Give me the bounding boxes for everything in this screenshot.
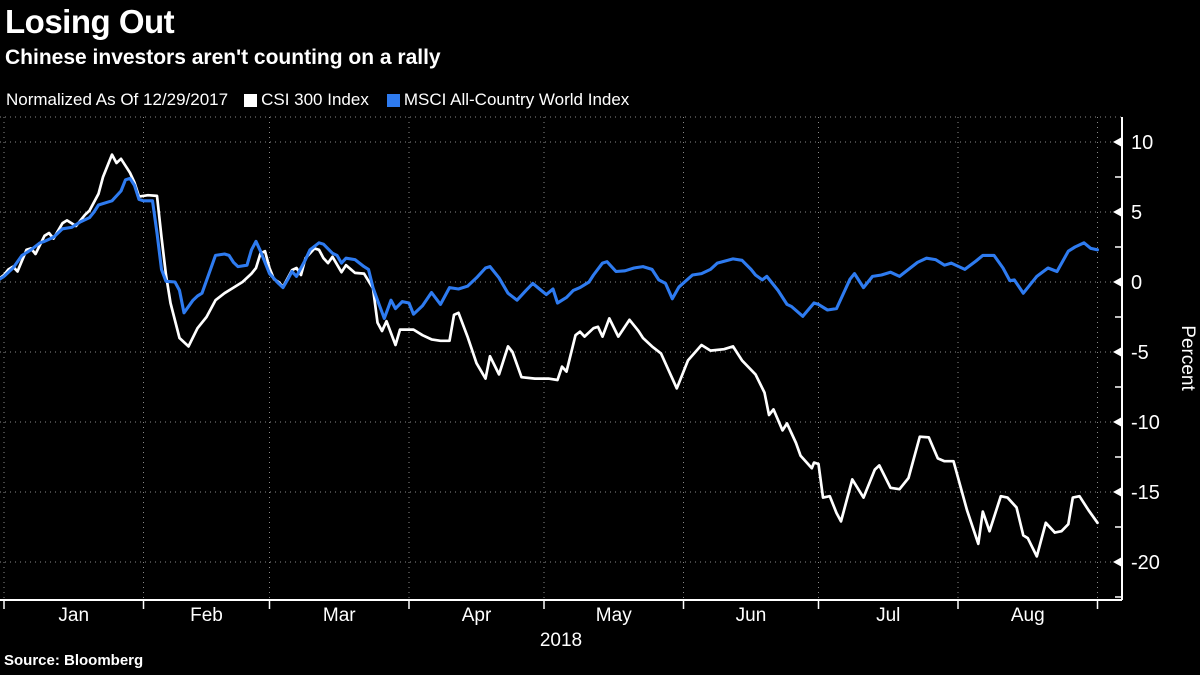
y-tick-label: -15 (1131, 482, 1160, 504)
series-msci-line (0, 176, 1100, 320)
y-major-tick (1113, 487, 1122, 497)
y-axis-title: Percent (1177, 325, 1198, 391)
msci-swatch-icon (386, 93, 400, 107)
y-tick-label: -5 (1131, 342, 1149, 364)
source-note: Source: Bloomberg (4, 652, 144, 669)
y-major-tick (1113, 207, 1122, 217)
legend-item-label: MSCI All-Country World Index (403, 90, 630, 109)
y-tick-label: 5 (1131, 202, 1142, 224)
y-major-tick (1113, 277, 1122, 287)
y-major-tick (1113, 347, 1122, 357)
x-tick-label: Aug (1011, 605, 1045, 626)
legend: Normalized As Of 12/29/2017 CSI 300 Inde… (6, 90, 647, 110)
x-tick-label: May (596, 605, 632, 626)
x-tick-label: Mar (323, 605, 356, 626)
x-tick-label: Apr (462, 605, 492, 626)
x-axis-title: 2018 (540, 630, 582, 651)
x-tick-label: Jul (876, 605, 900, 626)
y-tick-label: 0 (1131, 272, 1142, 294)
legend-item-label: CSI 300 Index (261, 90, 369, 109)
y-major-tick (1113, 557, 1122, 567)
csi300-swatch-icon (244, 93, 258, 107)
x-tick-label: Jan (58, 605, 89, 626)
x-tick-label: Jun (736, 605, 767, 626)
y-tick-label: -10 (1131, 412, 1160, 434)
y-tick-label: -20 (1131, 552, 1160, 574)
y-tick-label: 10 (1131, 132, 1153, 154)
chart-header: Losing Out Chinese investors aren't coun… (5, 3, 441, 70)
x-tick-label: Feb (190, 605, 223, 626)
y-major-tick (1113, 137, 1122, 147)
series-csi300-line (0, 153, 1099, 558)
legend-item-msci: MSCI All-Country World Index (386, 90, 630, 110)
chart-title: Losing Out (5, 3, 175, 40)
legend-note: Normalized As Of 12/29/2017 (6, 90, 229, 109)
chart-subtitle: Chinese investors aren't counting on a r… (5, 46, 441, 70)
y-major-tick (1113, 417, 1122, 427)
legend-item-csi300: CSI 300 Index (244, 90, 369, 110)
